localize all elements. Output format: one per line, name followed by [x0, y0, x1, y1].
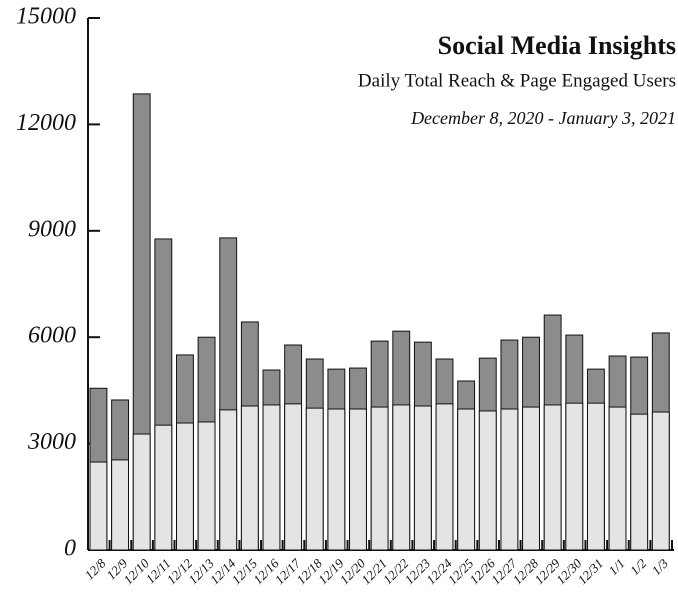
- x-tick-label: 1/1: [605, 556, 627, 578]
- y-tick-label: 12000: [16, 110, 76, 136]
- bar: [327, 408, 346, 551]
- bar: [413, 405, 432, 551]
- bar: [349, 408, 367, 551]
- date-range: December 8, 2020 - January 3, 2021: [410, 108, 676, 128]
- bar: [522, 406, 540, 551]
- bar: [176, 422, 194, 551]
- bar: [478, 410, 497, 551]
- x-tick-label: 1/2: [627, 555, 650, 578]
- y-tick-label: 3000: [27, 429, 76, 455]
- bar: [132, 433, 151, 551]
- bar: [435, 403, 454, 551]
- y-tick-label: 0: [64, 536, 76, 562]
- bar: [543, 404, 562, 551]
- x-tick-label: 12/8: [82, 555, 109, 582]
- bar: [586, 402, 605, 551]
- bar: [154, 424, 173, 551]
- bar: [111, 459, 130, 551]
- chart-subtitle: Daily Total Reach & Page Engaged Users: [358, 70, 676, 91]
- bar: [284, 403, 303, 551]
- bar: [305, 407, 324, 551]
- bar: [89, 461, 108, 551]
- bar: [651, 411, 670, 551]
- y-tick-label: 9000: [28, 216, 76, 242]
- bar: [500, 408, 519, 551]
- bar: [240, 405, 259, 551]
- chart-title: Social Media Insights: [438, 31, 676, 60]
- bar: [370, 406, 389, 551]
- y-tick-label: 6000: [28, 323, 76, 349]
- bar: [197, 421, 216, 551]
- x-tick-label: 12/31: [575, 556, 607, 588]
- bar: [630, 413, 649, 551]
- bar: [565, 402, 584, 551]
- bar: [457, 408, 476, 551]
- x-tick-label: 1/3: [649, 555, 672, 578]
- bar: [262, 404, 281, 551]
- bar: [608, 406, 627, 551]
- bar: [219, 409, 238, 551]
- bar: [392, 404, 411, 551]
- y-tick-label: 15000: [16, 4, 76, 30]
